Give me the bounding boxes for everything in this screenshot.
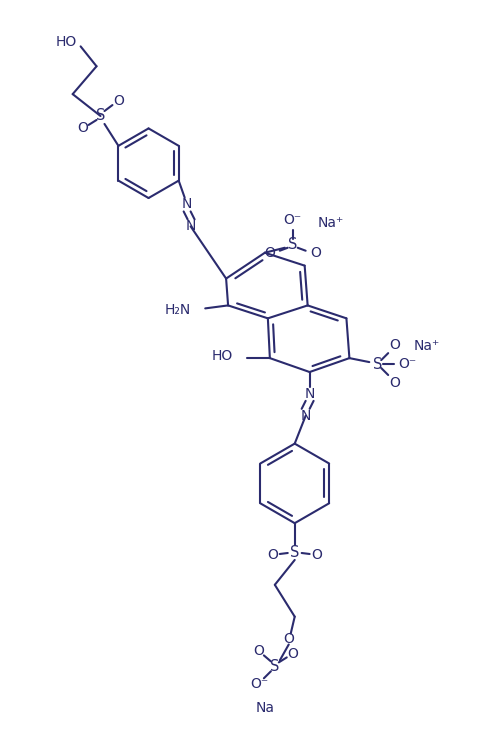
Text: O: O	[283, 631, 294, 646]
Text: O: O	[264, 245, 275, 260]
Text: N: N	[185, 220, 195, 233]
Text: S: S	[287, 237, 297, 252]
Text: Na⁺: Na⁺	[317, 216, 343, 230]
Text: N: N	[304, 387, 314, 401]
Text: HO: HO	[211, 349, 233, 363]
Text: O: O	[389, 376, 400, 390]
Text: H₂N: H₂N	[165, 304, 191, 317]
Text: S: S	[269, 659, 279, 674]
Text: S: S	[372, 356, 381, 371]
Text: O: O	[267, 548, 278, 562]
Text: S: S	[289, 546, 299, 560]
Text: O⁻: O⁻	[283, 213, 301, 227]
Text: N: N	[181, 198, 191, 211]
Text: O: O	[113, 94, 123, 108]
Text: O⁻: O⁻	[249, 677, 267, 692]
Text: HO: HO	[55, 35, 77, 49]
Text: O: O	[309, 245, 321, 260]
Text: O: O	[389, 338, 400, 352]
Text: O: O	[253, 645, 264, 658]
Text: Na⁺: Na⁺	[413, 339, 439, 353]
Text: O: O	[310, 548, 322, 562]
Text: N: N	[300, 408, 310, 423]
Text: O: O	[77, 121, 88, 135]
Text: O⁻: O⁻	[397, 357, 415, 371]
Text: Na: Na	[255, 701, 274, 715]
Text: S: S	[96, 109, 105, 124]
Text: O: O	[286, 648, 298, 661]
